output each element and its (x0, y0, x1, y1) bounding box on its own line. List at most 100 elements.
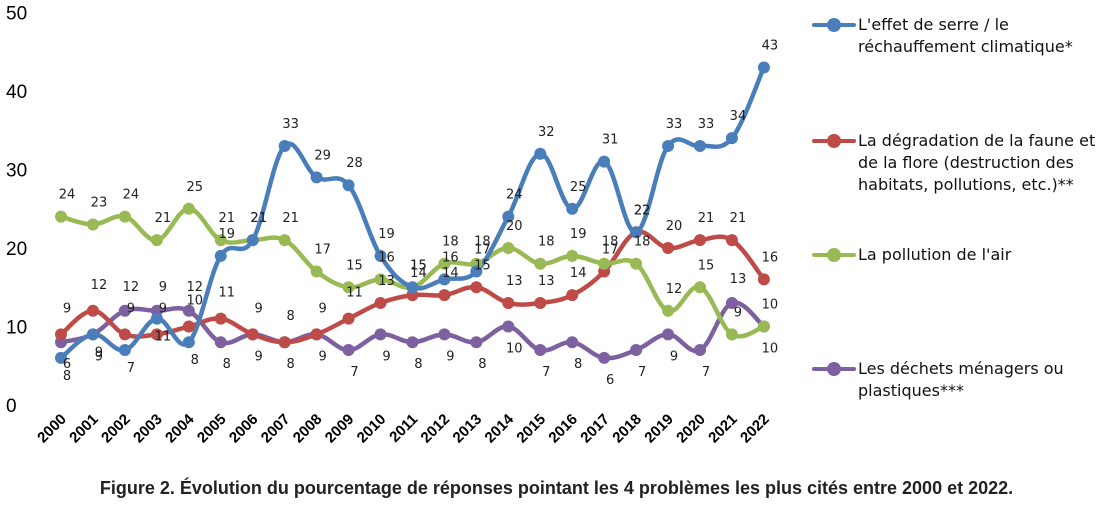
data-label: 7 (702, 365, 710, 380)
data-label: 8 (574, 357, 582, 372)
legend-label: La pollution de l'air (858, 245, 1012, 264)
data-label: 10 (762, 298, 779, 313)
data-label: 9 (255, 349, 263, 364)
x-tick-label: 2002 (98, 411, 134, 447)
legend-item-faune-flore: La dégradation de la faune et de la flor… (810, 130, 1108, 196)
data-label: 8 (63, 369, 71, 384)
data-point (374, 249, 387, 262)
data-label: 21 (250, 211, 267, 226)
data-point (246, 234, 259, 247)
data-label: 17 (602, 243, 619, 258)
data-point (246, 328, 259, 341)
data-point (55, 210, 67, 223)
data-point (182, 336, 195, 349)
x-tick-label: 2007 (258, 411, 294, 447)
data-label: 24 (506, 188, 523, 203)
data-point (725, 132, 738, 145)
data-point (725, 234, 738, 247)
data-label: 10 (762, 342, 779, 357)
y-tick-label: 0 (6, 396, 17, 417)
legend-label: La dégradation de la faune et de la flor… (858, 131, 1096, 194)
data-label: 14 (570, 266, 587, 281)
x-tick-label: 2008 (290, 411, 326, 447)
data-point (150, 312, 163, 325)
data-label: 13 (506, 274, 523, 289)
y-tick-label: 50 (6, 4, 27, 25)
data-point (470, 336, 483, 349)
data-point (214, 312, 227, 325)
x-tick-label: 2022 (737, 411, 773, 447)
data-label: 9 (382, 349, 390, 364)
data-label: 22 (634, 203, 651, 218)
legend-swatch-icon (810, 16, 858, 34)
legend-label: L'effet de serre / le réchauffement clim… (858, 15, 1073, 56)
data-label: 21 (250, 211, 267, 226)
data-label: 16 (442, 250, 459, 265)
data-point (534, 296, 547, 309)
data-label: 12 (91, 278, 108, 293)
data-point (662, 242, 675, 254)
data-label: 18 (442, 235, 459, 250)
data-point (118, 304, 131, 317)
data-point (534, 147, 547, 160)
data-point (502, 210, 515, 223)
data-point (86, 328, 99, 341)
data-label: 6 (606, 373, 614, 388)
x-tick-label: 2011 (386, 411, 421, 446)
data-label: 43 (762, 38, 779, 53)
data-label: 7 (350, 365, 358, 380)
data-point (182, 304, 195, 317)
data-point (278, 139, 291, 152)
data-label: 14 (442, 266, 459, 281)
data-label: 33 (698, 117, 715, 132)
data-label: 22 (634, 203, 651, 218)
data-label: 15 (410, 258, 427, 273)
data-label: 8 (223, 357, 231, 372)
data-label: 8 (287, 309, 295, 324)
data-point (598, 351, 611, 364)
data-label: 12 (666, 282, 683, 297)
data-label: 21 (282, 211, 299, 226)
y-tick-label: 40 (6, 82, 27, 103)
x-tick-label: 2016 (545, 411, 581, 447)
legend-item-rechauffement: L'effet de serre / le réchauffement clim… (810, 14, 1108, 58)
data-point (662, 139, 675, 152)
data-point (502, 320, 515, 333)
data-label: 7 (127, 361, 135, 376)
x-tick-label: 2010 (354, 411, 390, 447)
data-label: 15 (346, 258, 363, 273)
data-point (278, 234, 291, 247)
data-point (438, 328, 451, 341)
data-label: 15 (410, 258, 427, 273)
data-point (55, 328, 67, 341)
data-label: 33 (282, 117, 299, 132)
data-point (342, 179, 355, 192)
data-point (214, 234, 227, 247)
y-tick-label: 30 (6, 161, 27, 182)
data-label: 7 (638, 365, 646, 380)
x-tick-label: 2015 (513, 411, 549, 447)
data-label: 9 (95, 349, 103, 364)
data-point (757, 273, 770, 286)
data-label: 16 (378, 250, 395, 265)
data-point (86, 218, 99, 231)
data-label: 20 (506, 219, 523, 234)
data-point (118, 328, 131, 341)
data-point (566, 289, 579, 302)
data-point (662, 304, 675, 317)
data-point (598, 155, 611, 168)
data-point (438, 289, 451, 302)
data-point (566, 202, 579, 215)
data-label: 15 (698, 258, 715, 273)
x-tick-label: 2020 (673, 411, 709, 447)
data-point (118, 344, 131, 357)
x-tick-label: 2004 (162, 410, 198, 446)
figure-caption: Figure 2. Évolution du pourcentage de ré… (99, 478, 1014, 498)
y-tick-label: 20 (6, 239, 27, 260)
data-point (630, 257, 643, 270)
data-label: 19 (570, 227, 587, 242)
data-label: 10 (506, 342, 523, 357)
data-label: 17 (474, 243, 491, 258)
data-label: 11 (346, 286, 363, 301)
